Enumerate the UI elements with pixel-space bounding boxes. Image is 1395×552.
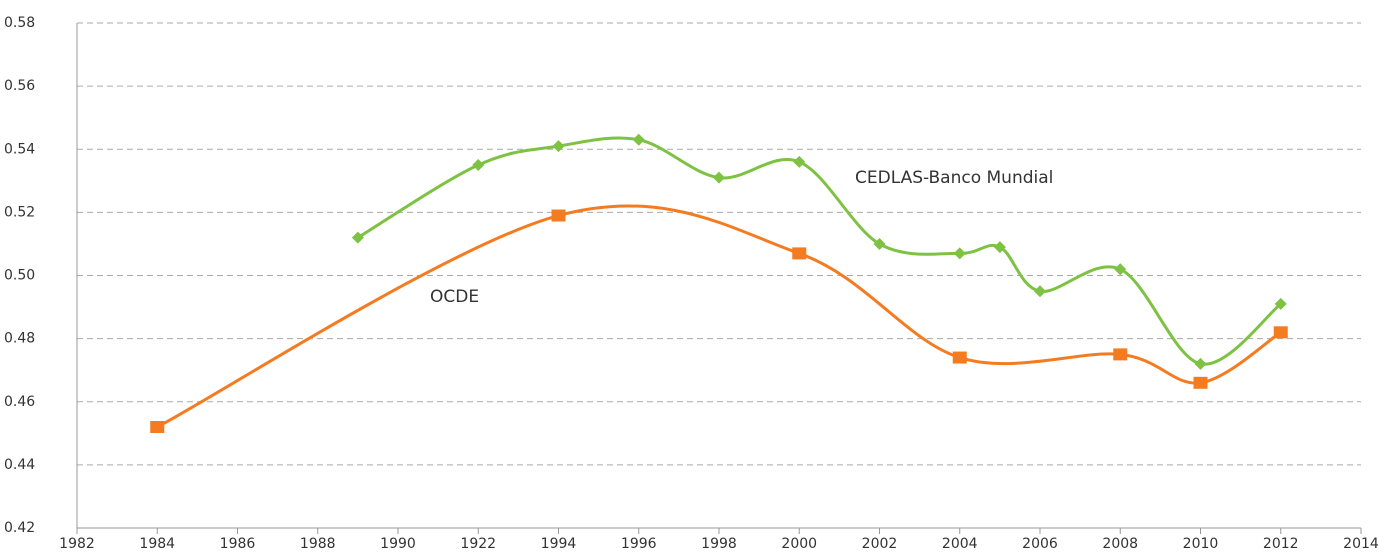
x-tick-label: 1922 (460, 536, 496, 552)
y-tick-label: 0.58 (4, 15, 35, 31)
x-tick-label: 1984 (139, 536, 175, 552)
y-tick-label: 0.46 (4, 394, 35, 410)
x-tick-label: 1998 (701, 536, 737, 552)
marker (551, 209, 566, 222)
x-tick-label: 1986 (220, 536, 256, 552)
marker (953, 247, 966, 260)
marker (993, 241, 1006, 254)
marker (150, 421, 165, 433)
marker (792, 247, 807, 260)
x-tick-label: 2000 (781, 536, 817, 552)
y-tick-label: 0.48 (4, 331, 35, 347)
x-tick-label: 1994 (541, 536, 577, 552)
marker (873, 237, 886, 250)
y-tick-label: 0.52 (4, 204, 35, 220)
x-tick-label: 2010 (1183, 536, 1219, 552)
line (156, 204, 1282, 429)
x-tick-label: 2002 (862, 536, 898, 552)
marker (552, 140, 565, 153)
x-tick-label: 1996 (621, 536, 657, 552)
marker (1194, 357, 1207, 370)
series-label: CEDLAS-Banco Mundial (855, 168, 1053, 188)
x-tick-label: 2004 (942, 536, 978, 552)
marker (632, 133, 645, 146)
series-label: OCDE (430, 287, 479, 307)
marker (1274, 297, 1287, 310)
marker (713, 171, 725, 184)
x-tick-label: 2008 (1102, 536, 1138, 552)
y-tick-label: 0.42 (4, 520, 35, 536)
y-tick-label: 0.54 (4, 141, 35, 157)
y-tick-label: 0.56 (4, 78, 35, 94)
line (357, 136, 1282, 366)
x-tick-label: 2014 (1343, 536, 1379, 552)
marker (351, 231, 364, 244)
x-tick-label: 2012 (1263, 536, 1299, 552)
marker (1273, 326, 1288, 339)
y-tick-label: 0.50 (4, 268, 35, 284)
y-tick-label: 0.44 (4, 457, 35, 473)
marker (472, 159, 485, 172)
marker (793, 155, 806, 168)
marker (952, 351, 967, 364)
x-tick-label: 1990 (380, 536, 416, 552)
marker (1193, 376, 1208, 389)
marker (1114, 263, 1127, 276)
x-tick-label: 1988 (300, 536, 336, 552)
marker (1113, 348, 1128, 361)
x-tick-label: 1982 (59, 536, 95, 552)
x-tick-label: 2006 (1022, 536, 1058, 552)
marker (1034, 285, 1046, 298)
